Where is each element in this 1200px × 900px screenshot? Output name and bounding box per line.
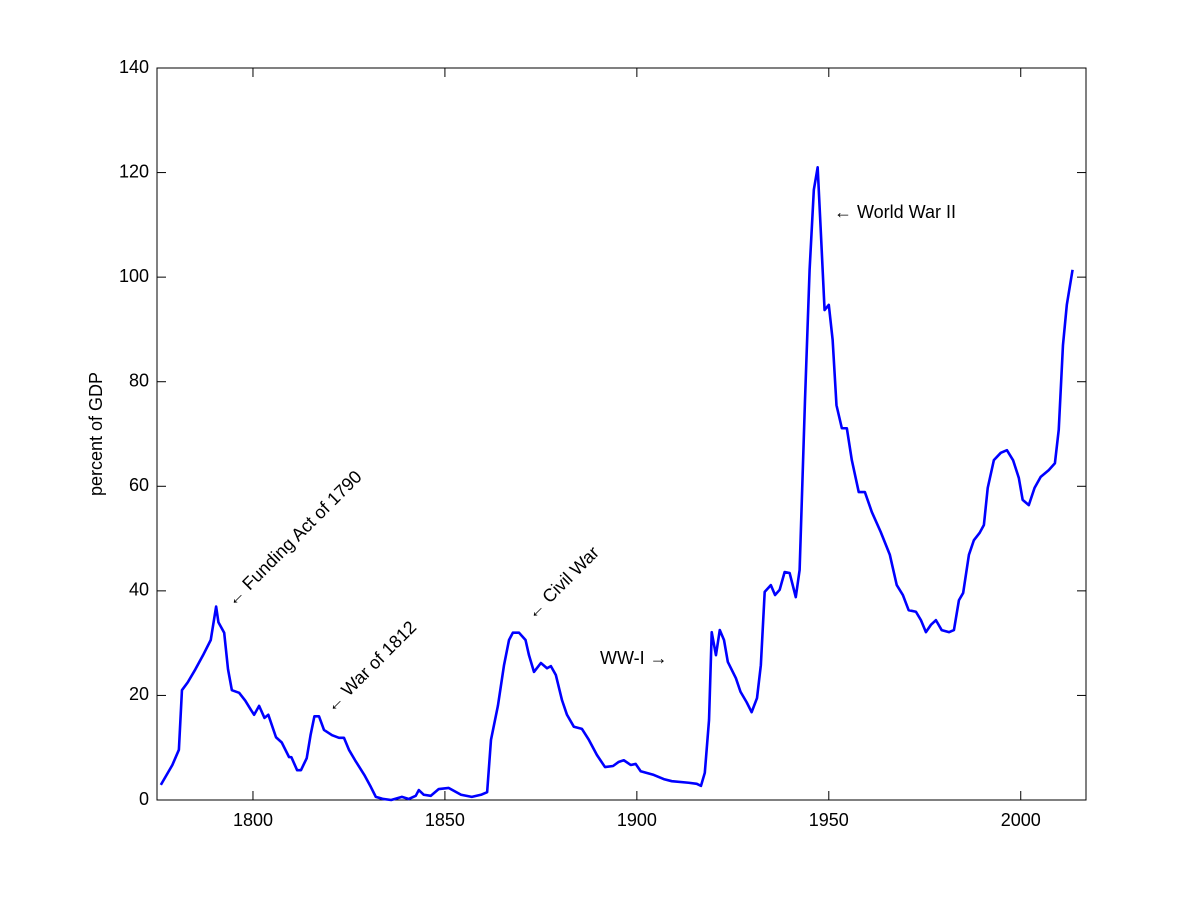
x-tick-label: 1800 xyxy=(233,810,273,830)
x-tick-label: 1950 xyxy=(809,810,849,830)
data-line xyxy=(159,166,1074,802)
y-tick-label: 40 xyxy=(129,580,149,600)
y-tick-label: 120 xyxy=(119,161,149,181)
x-tick-label: 1850 xyxy=(425,810,465,830)
x-tick-label: 2000 xyxy=(1001,810,1041,830)
y-tick-label: 80 xyxy=(129,370,149,390)
y-tick-label: 0 xyxy=(139,789,149,809)
y-tick-label: 100 xyxy=(119,266,149,286)
plot-box xyxy=(156,67,1087,801)
x-tick-label: 1900 xyxy=(617,810,657,830)
annotation: WW-I → xyxy=(600,648,668,668)
y-tick-label: 60 xyxy=(129,475,149,495)
annotation: ← World War II xyxy=(834,202,956,222)
y-tick-label: 140 xyxy=(119,57,149,77)
y-tick-label: 20 xyxy=(129,684,149,704)
y-axis-label: percent of GDP xyxy=(86,372,106,496)
